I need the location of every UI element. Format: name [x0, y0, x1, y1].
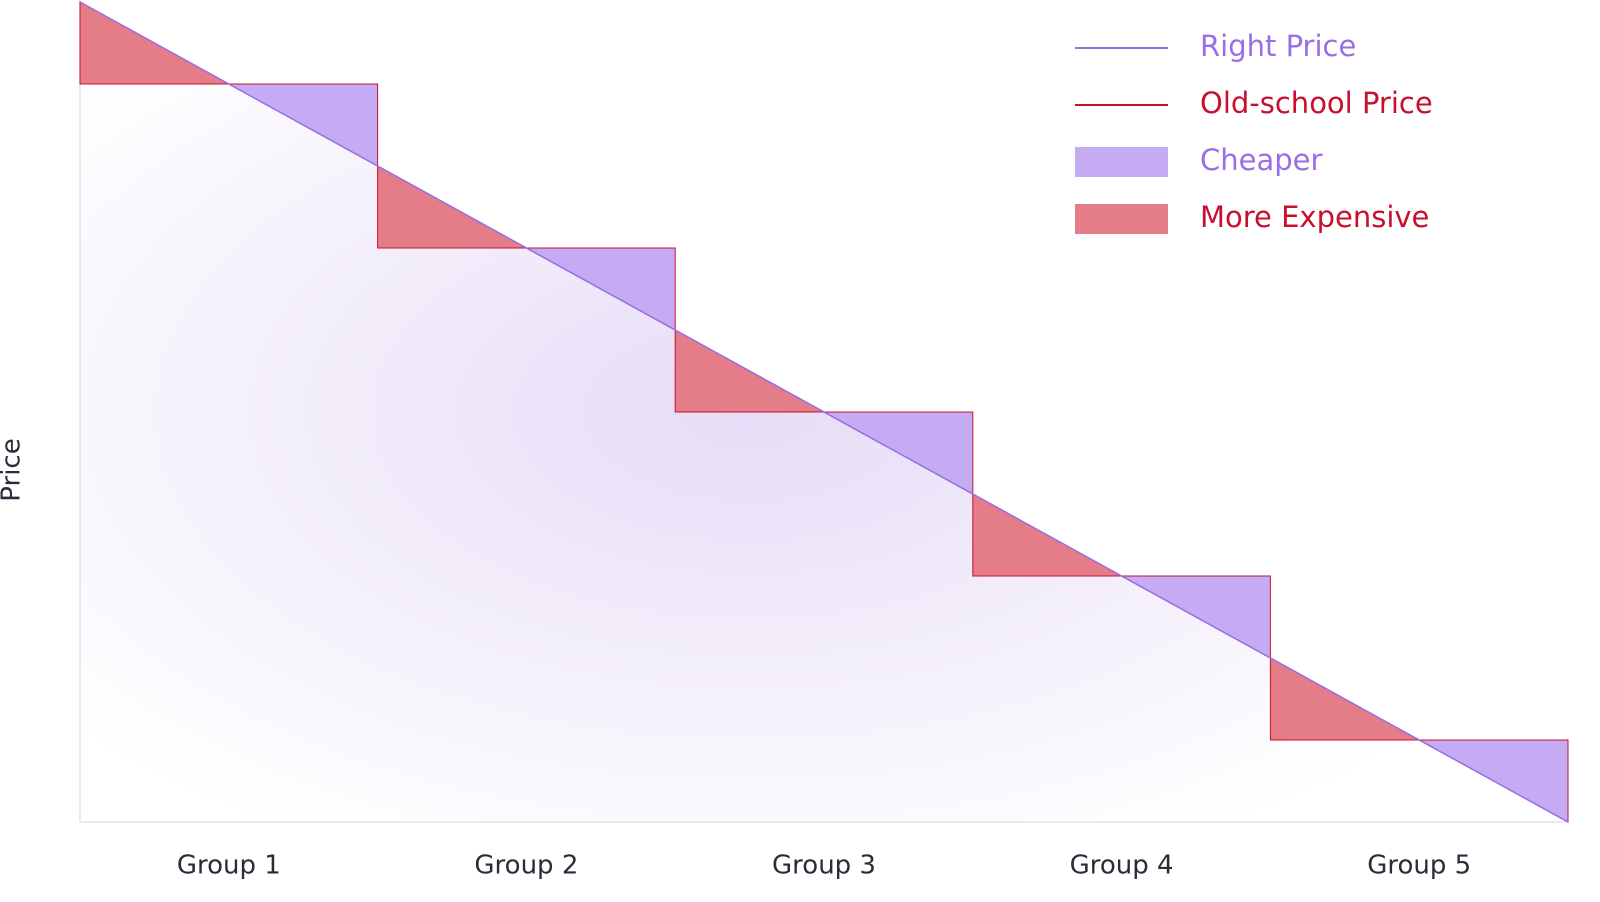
- legend-swatch: [1075, 204, 1168, 234]
- legend: Right Price Old-school Price Cheaper More E…: [1075, 29, 1433, 234]
- right-price-line: [79, 1, 1569, 823]
- plot: Group 1 Group 2 Group 3 Group 4 Group 5: [79, 1, 1569, 881]
- legend-swatch: [1075, 147, 1168, 177]
- x-tick-label: Group 1: [177, 851, 281, 881]
- x-tick-label: Group 2: [474, 851, 578, 881]
- x-tick-label: Group 4: [1070, 851, 1174, 881]
- y-axis-label: Price: [0, 438, 27, 501]
- legend-label: Old-school Price: [1200, 86, 1433, 120]
- x-tick-label: Group 5: [1367, 851, 1471, 881]
- legend-label: Right Price: [1200, 29, 1356, 63]
- x-tick-label: Group 3: [772, 851, 876, 881]
- legend-label: Cheaper: [1200, 143, 1322, 177]
- legend-label: More Expensive: [1200, 200, 1429, 234]
